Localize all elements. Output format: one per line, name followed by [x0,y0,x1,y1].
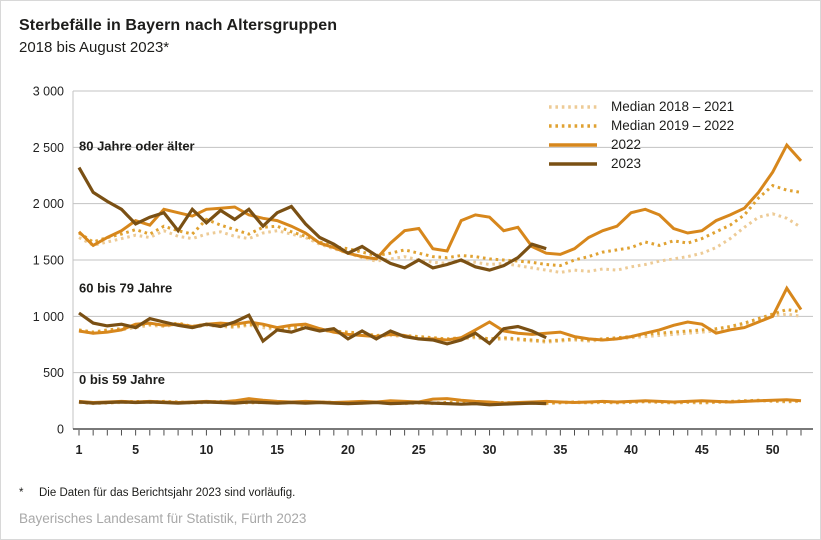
y-axis-label: 2 500 [33,141,64,155]
y-axis-label: 1 000 [33,310,64,324]
legend-swatch-2023 [549,161,597,166]
legend-row-median-2019-2022: Median 2019 – 2022 [549,116,734,135]
chart-title: Sterbefälle in Bayern nach Altersgruppen [19,17,338,34]
y-axis-label: 0 [57,423,64,437]
x-axis-label: 40 [624,443,638,457]
series-line-group0-y2023 [77,166,547,272]
series-line-group1-y2022 [78,285,803,342]
footnote: * Die Daten für das Berichtsjahr 2023 si… [19,487,295,499]
source-line: Bayerisches Landesamt für Statistik, Für… [19,511,307,526]
y-axis-label: 2 000 [33,197,64,211]
x-axis-label: 35 [553,443,567,457]
footnote-marker: * [19,487,24,499]
group-label: 60 bis 79 Jahre [79,281,172,296]
group-label: 0 bis 59 Jahre [79,372,165,387]
x-axis-label: 15 [270,443,284,457]
y-axis-label: 3 000 [33,85,64,99]
legend-swatch-2022 [549,142,597,147]
y-axis-label: 500 [43,366,64,380]
legend-swatch-median-2019-2022 [549,123,597,128]
legend-label-median-2018-2021: Median 2018 – 2021 [611,99,735,114]
series-line-group0-y2022 [77,142,803,261]
legend-label-median-2019-2022: Median 2019 – 2022 [611,118,735,133]
legend-row-median-2018-2021: Median 2018 – 2021 [549,97,734,116]
x-axis-label: 10 [199,443,213,457]
y-axis-label: 1 500 [33,254,64,268]
legend-label-2022: 2022 [611,137,642,152]
x-axis-label: 5 [132,443,139,457]
legend-row-2023: 2023 [549,154,734,173]
legend-swatch-median-2018-2021 [549,104,597,109]
chart-legend: Median 2018 – 2021 Median 2019 – 2022 20… [549,97,734,173]
x-axis-label: 50 [766,443,780,457]
x-axis-label: 25 [412,443,426,457]
footnote-text: Die Daten für das Berichtsjahr 2023 sind… [39,487,296,499]
legend-row-2022: 2022 [549,135,734,154]
series-line-group2-y2023 [78,400,547,407]
series-line-group0-median_2018_2021 [78,212,802,274]
series-line-group0-median_2019_2022 [78,183,802,268]
x-axis-label: 30 [483,443,497,457]
chart-subtitle: 2018 bis August 2023* [19,39,170,56]
series-line-group1-y2023 [78,311,547,346]
x-axis-label: 1 [76,443,83,457]
legend-label-2023: 2023 [611,156,642,171]
group-label: 80 Jahre oder älter [79,139,195,154]
x-axis-label: 20 [341,443,355,457]
x-axis-label: 45 [695,443,709,457]
